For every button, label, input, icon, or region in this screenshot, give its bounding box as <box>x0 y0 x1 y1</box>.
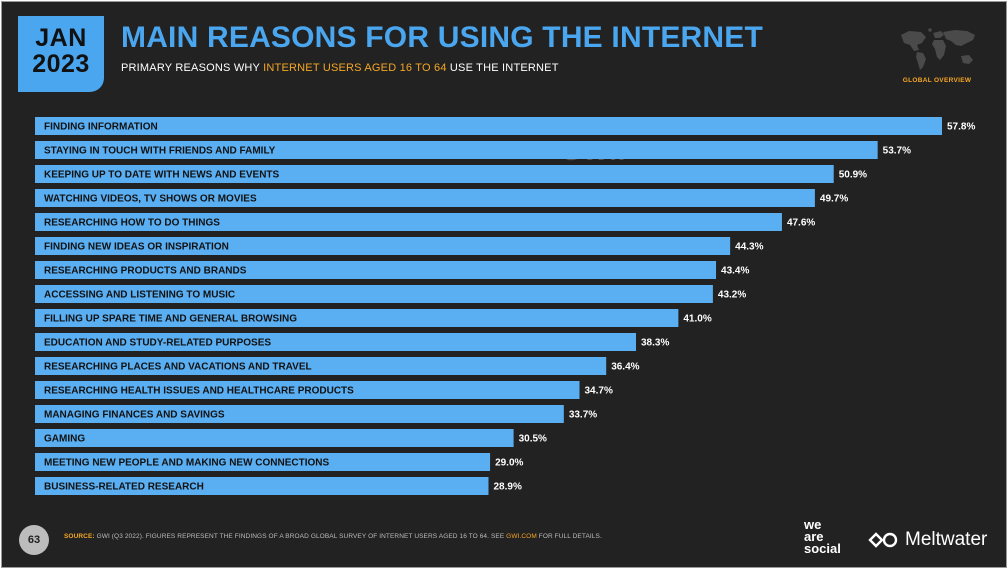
category-label: FINDING INFORMATION <box>44 122 158 133</box>
category-label: EDUCATION AND STUDY-RELATED PURPOSES <box>44 338 271 349</box>
value-label: 33.7% <box>569 410 597 421</box>
bar-16 <box>35 477 489 495</box>
category-label: STAYING IN TOUCH WITH FRIENDS AND FAMILY <box>44 146 276 157</box>
source-link[interactable]: GWI.COM <box>506 533 537 540</box>
source-note: SOURCE: GWI (Q3 2022). FIGURES REPRESENT… <box>64 533 602 540</box>
subtitle-highlight: INTERNET USERS AGED 16 TO 64 <box>263 62 447 74</box>
value-label: 28.9% <box>494 482 522 493</box>
bar-8 <box>35 285 713 303</box>
value-label: 38.3% <box>641 338 669 349</box>
category-label: MANAGING FINANCES AND SAVINGS <box>44 410 225 421</box>
category-label: FINDING NEW IDEAS OR INSPIRATION <box>44 242 229 253</box>
value-label: 29.0% <box>495 458 523 469</box>
value-label: 34.7% <box>585 386 613 397</box>
source-tail: FOR FULL DETAILS. <box>536 533 602 540</box>
category-label: FILLING UP SPARE TIME AND GENERAL BROWSI… <box>44 314 297 325</box>
category-label: RESEARCHING HOW TO DO THINGS <box>44 218 220 229</box>
bar-9 <box>35 309 679 327</box>
bar-3 <box>35 165 834 183</box>
logo-line-social: social <box>804 541 841 556</box>
date-month: JAN <box>35 24 87 52</box>
source-label: SOURCE: <box>64 533 95 540</box>
value-label: 49.7% <box>820 194 848 205</box>
we-are-social-logo: we are social <box>804 517 841 556</box>
value-label: 41.0% <box>683 314 711 325</box>
subtitle-post: USE THE INTERNET <box>446 62 559 74</box>
category-label: WATCHING VIDEOS, TV SHOWS OR MOVIES <box>44 194 257 205</box>
value-label: 30.5% <box>519 434 547 445</box>
category-label: RESEARCHING PLACES AND VACATIONS AND TRA… <box>44 362 312 373</box>
value-label: 36.4% <box>611 362 639 373</box>
bar-6 <box>35 237 731 255</box>
bar-14 <box>35 429 514 447</box>
value-label: 57.8% <box>947 122 975 133</box>
logo-line-we: we <box>804 517 822 532</box>
category-label: RESEARCHING PRODUCTS AND BRANDS <box>44 266 247 277</box>
source-text: GWI (Q3 2022). FIGURES REPRESENT THE FIN… <box>94 533 507 540</box>
bar-2 <box>35 141 878 159</box>
value-label: 43.2% <box>718 290 746 301</box>
value-label: 43.4% <box>721 266 749 277</box>
world-map-icon <box>901 28 975 70</box>
category-label: GAMING <box>44 434 85 445</box>
page-title: MAIN REASONS FOR USING THE INTERNET <box>121 21 764 54</box>
value-label: 44.3% <box>735 242 763 253</box>
category-label: KEEPING UP TO DATE WITH NEWS AND EVENTS <box>44 170 280 181</box>
meltwater-text: Meltwater <box>905 529 988 550</box>
date-badge: JAN 2023 <box>18 16 104 92</box>
bar-10 <box>35 333 637 351</box>
bar-5 <box>35 213 782 231</box>
category-label: ACCESSING AND LISTENING TO MUSIC <box>44 290 235 301</box>
subtitle-pre: PRIMARY REASONS WHY <box>121 62 264 74</box>
category-label: BUSINESS-RELATED RESEARCH <box>44 482 204 493</box>
value-label: 53.7% <box>883 146 911 157</box>
category-label: RESEARCHING HEALTH ISSUES AND HEALTHCARE… <box>44 386 354 397</box>
bar-12 <box>35 381 580 399</box>
page-number: 63 <box>19 525 49 555</box>
bar-11 <box>35 357 607 375</box>
value-label: 50.9% <box>839 170 867 181</box>
logo-line-are: are <box>804 529 824 544</box>
date-year: 2023 <box>32 50 90 78</box>
bar-7 <box>35 261 717 279</box>
bar-1 <box>35 117 942 135</box>
category-label: MEETING NEW PEOPLE AND MAKING NEW CONNEC… <box>44 458 330 469</box>
meltwater-mark-icon <box>868 532 898 548</box>
bar-4 <box>35 189 815 207</box>
overview-label: GLOBAL OVERVIEW <box>902 77 972 84</box>
bar-13 <box>35 405 564 423</box>
value-label: 47.6% <box>787 218 815 229</box>
bar-15 <box>35 453 491 471</box>
page-subtitle: PRIMARY REASONS WHY INTERNET USERS AGED … <box>121 62 559 74</box>
meltwater-logo: Meltwater <box>868 529 988 550</box>
